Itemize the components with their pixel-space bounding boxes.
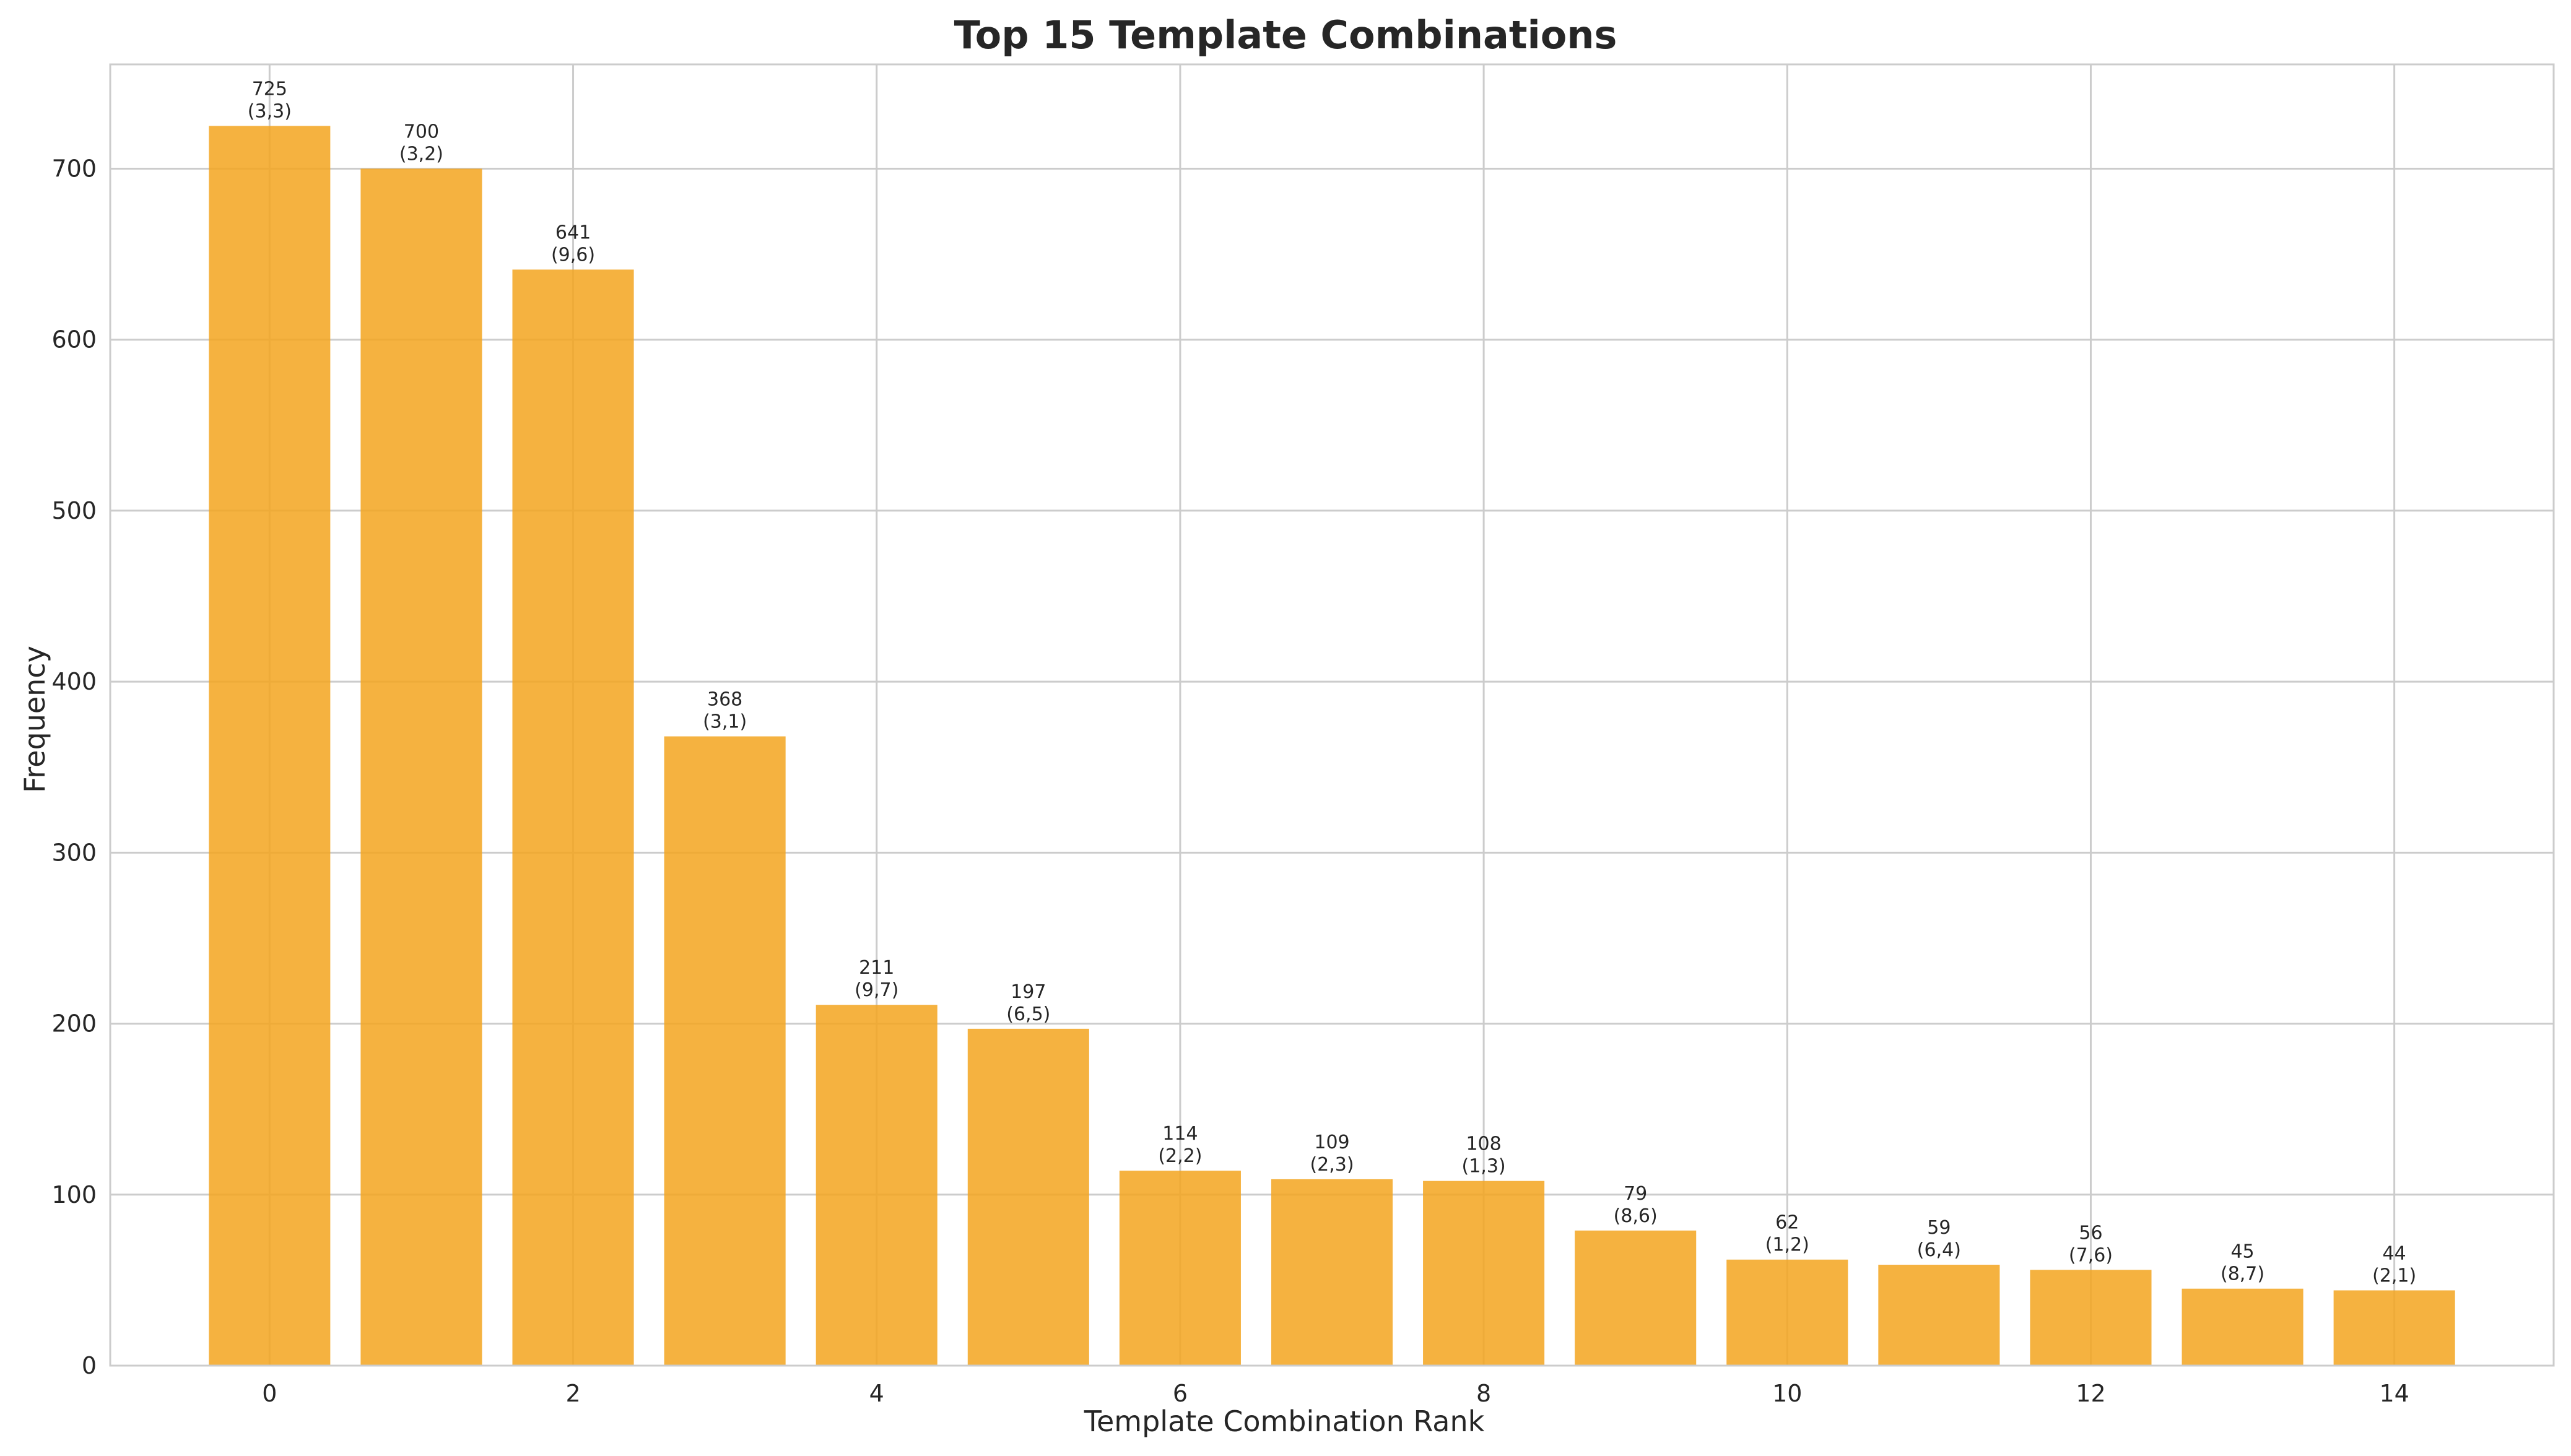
- bar: [1119, 1171, 1241, 1366]
- bar-value-label: 109: [1314, 1132, 1349, 1153]
- bar: [360, 168, 482, 1366]
- y-tick-label: 0: [82, 1352, 97, 1379]
- bar: [2333, 1290, 2455, 1366]
- x-tick-label: 12: [2076, 1380, 2105, 1407]
- bar: [967, 1028, 1089, 1366]
- tick-labels: 0 2 4 6 8 10 12 14 0 100 200 300 400 500 600 700: [51, 155, 2409, 1407]
- y-tick-label: 600: [51, 326, 97, 353]
- bar-combination-label: (3,3): [248, 100, 292, 122]
- bar: [1423, 1181, 1545, 1366]
- x-tick-label: 8: [1476, 1380, 1491, 1407]
- bar-value-label: 45: [2230, 1241, 2254, 1263]
- bar: [816, 1005, 937, 1366]
- bar-value-label: 62: [1775, 1212, 1799, 1234]
- bar-combination-label: (6,4): [1917, 1239, 1961, 1261]
- y-tick-label: 700: [51, 155, 97, 182]
- bar-value-label: 44: [2383, 1242, 2406, 1264]
- y-axis-label: Frequency: [18, 646, 51, 793]
- x-tick-label: 2: [565, 1380, 580, 1407]
- bar: [209, 126, 331, 1366]
- bar-combination-label: (7,6): [2069, 1244, 2113, 1266]
- bar: [1878, 1265, 2000, 1366]
- bar-value-label: 641: [555, 222, 591, 243]
- bar: [512, 269, 634, 1366]
- bar-combination-label: (2,3): [1310, 1154, 1354, 1176]
- bar-value-label: 700: [404, 121, 439, 142]
- bar-combination-label: (6,5): [1006, 1003, 1050, 1025]
- bar-value-label: 108: [1466, 1133, 1501, 1155]
- x-axis-label: Template Combination Rank: [1084, 1405, 1485, 1438]
- bar: [2182, 1288, 2303, 1366]
- y-tick-label: 500: [51, 497, 97, 524]
- bar-value-label: 59: [1927, 1217, 1951, 1239]
- bar-value-label: 368: [707, 689, 742, 711]
- bar-combination-label: (1,3): [1462, 1156, 1506, 1177]
- bar-combination-label: (8,6): [1614, 1205, 1658, 1227]
- data-labels: 725(3,3) 700(3,2) 641(9,6) 368(3,1) 211(9,7)…: [248, 78, 2416, 1286]
- y-tick-label: 200: [51, 1010, 97, 1038]
- bar-combination-label: (8,7): [2221, 1263, 2264, 1285]
- bar-value-label: 56: [2079, 1222, 2102, 1244]
- y-tick-label: 400: [51, 668, 97, 695]
- bar-combination-label: (3,2): [399, 143, 443, 165]
- x-tick-label: 4: [869, 1380, 884, 1407]
- bar-value-label: 725: [252, 78, 287, 100]
- x-tick-label: 0: [262, 1380, 277, 1407]
- bar: [1726, 1259, 1848, 1366]
- bar-value-label: 114: [1162, 1123, 1198, 1145]
- bar-combination-label: (3,1): [703, 711, 747, 733]
- bar: [1271, 1179, 1393, 1366]
- bar-value-label: 79: [1624, 1183, 1647, 1205]
- y-tick-label: 100: [51, 1181, 97, 1208]
- bar: [1575, 1230, 1697, 1366]
- x-tick-label: 14: [2379, 1380, 2409, 1407]
- plot-frame: [109, 63, 2555, 1367]
- bar-combination-label: (9,6): [551, 244, 595, 266]
- bar-value-label: 211: [859, 957, 894, 979]
- bar-combination-label: (1,2): [1765, 1234, 1809, 1256]
- bar-value-label: 197: [1011, 981, 1046, 1003]
- bar: [664, 736, 786, 1366]
- chart-title: Top 15 Template Combinations: [954, 12, 1617, 58]
- bar-combination-label: (2,1): [2372, 1265, 2416, 1286]
- x-tick-label: 6: [1173, 1380, 1188, 1407]
- bar-combination-label: (2,2): [1158, 1145, 1202, 1167]
- bar-combination-label: (9,7): [855, 979, 898, 1001]
- bars: [209, 126, 2455, 1366]
- x-tick-label: 10: [1772, 1380, 1802, 1407]
- y-tick-label: 300: [51, 839, 97, 866]
- bar: [2030, 1270, 2152, 1366]
